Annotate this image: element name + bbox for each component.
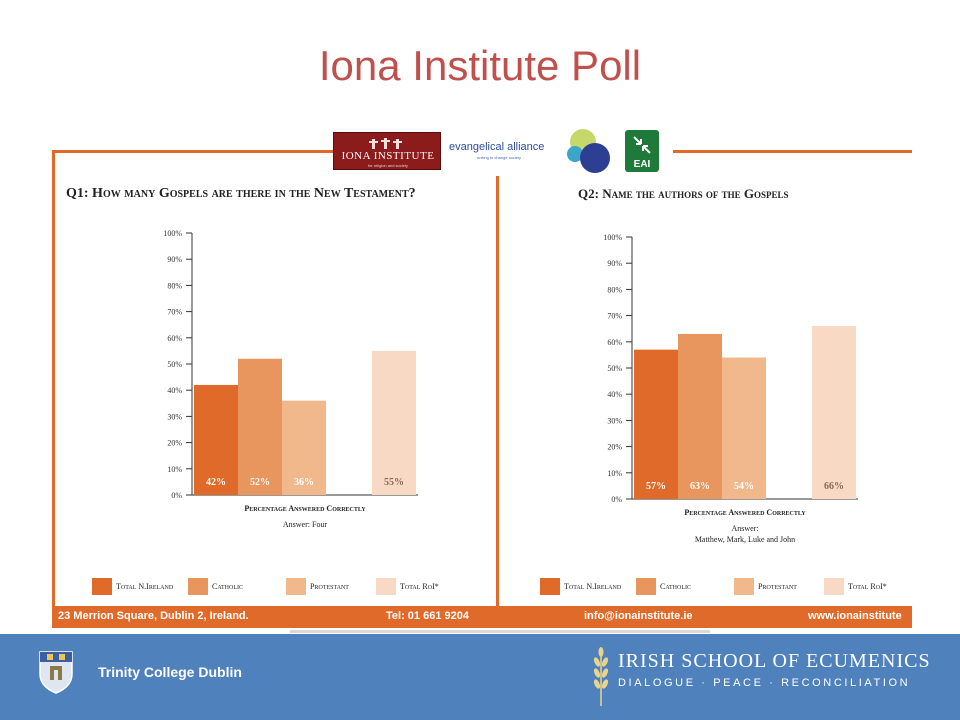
y-tick-label: 40% (167, 386, 182, 395)
legend-label: Catholic (660, 582, 691, 591)
bar-catholic (238, 359, 282, 495)
y-tick-label: 80% (167, 281, 182, 290)
legend-swatch (734, 578, 754, 595)
slide-title: Iona Institute Poll (0, 42, 960, 90)
ise-subtitle: DIALOGUE · PEACE · RECONCILIATION (618, 677, 910, 689)
bar-value-label: 57% (646, 481, 666, 492)
y-tick-label: 50% (167, 360, 182, 369)
bar-catholic (678, 334, 722, 499)
y-tick-label: 10% (607, 469, 622, 478)
wheat-icon (592, 646, 610, 708)
legend-label: Total N.Ireland (564, 582, 621, 591)
slide-footer: Trinity College Dublin IRISH SCHOOL OF E… (0, 634, 960, 720)
answer-note-detail: Matthew, Mark, Luke and John (695, 535, 795, 544)
y-tick-label: 0% (611, 495, 622, 504)
bar-total-n-ireland (634, 350, 678, 499)
eai-arrows-icon (632, 135, 652, 155)
eai-logo: EAI (625, 130, 659, 172)
contact-phone: Tel: 01 661 9204 (386, 610, 469, 622)
legend-label: Protestant (310, 582, 349, 591)
contact-email: info@ionainstitute.ie (584, 610, 693, 622)
poll-divider (496, 150, 499, 606)
y-tick-label: 60% (607, 338, 622, 347)
iona-crosses-icon (366, 137, 406, 149)
iona-logo-subtext: for religion and society (334, 163, 442, 168)
contact-address: 23 Merrion Square, Dublin 2, Ireland. (58, 610, 249, 622)
bar-value-label: 63% (690, 481, 710, 492)
ea-logo-text: evangelical alliance (449, 141, 544, 153)
poll-frame-top-right (672, 150, 912, 153)
legend-swatch (824, 578, 844, 595)
poll-frame-top-left (52, 150, 334, 153)
legend-label: Protestant (758, 582, 797, 591)
bar-total-roi (372, 351, 416, 495)
x-axis-label: Percentage Answered Correctly (684, 508, 806, 517)
evangelical-alliance-logo: evangelical alliance uniting to change s… (449, 128, 619, 174)
y-tick-label: 20% (607, 443, 622, 452)
eai-logo-text: EAI (625, 159, 659, 170)
faded-footnote-strip (290, 630, 710, 633)
poll-image: Q1: How many Gospels are there in the Ne… (52, 150, 912, 628)
sponsor-logos: IONA INSTITUTE for religion and society … (333, 126, 673, 176)
chart-1: 0% 10% 20% 30% 40% 50% 60% 70% 80% 90% 100% 42% 52% 3… (132, 220, 452, 540)
legend-label: Catholic (212, 582, 243, 591)
legend-swatch (636, 578, 656, 595)
legend-swatch (188, 578, 208, 595)
chart-1-legend: Total N.Ireland Catholic Protestant Tota… (92, 578, 492, 596)
trinity-crest-icon (38, 650, 74, 694)
legend-label: Total N.Ireland (116, 582, 173, 591)
y-tick-label: 100% (603, 233, 622, 242)
contact-web: www.ionainstitute (808, 610, 902, 622)
y-tick-label: 100% (163, 229, 182, 238)
y-tick-label: 30% (607, 416, 622, 425)
poll-frame-left (52, 150, 55, 606)
legend-label: Total RoI* (848, 582, 887, 591)
bar-value-label: 42% (206, 477, 226, 488)
chart-2: 0% 10% 20% 30% 40% 50% 60% 70% 80% 90% 100% 57% 63% 5… (572, 224, 902, 544)
y-tick-label: 60% (167, 334, 182, 343)
bar-value-label: 55% (384, 477, 404, 488)
answer-note: Answer: (731, 524, 758, 533)
chart-2-legend: Total N.Ireland Catholic Protestant Tota… (540, 578, 910, 596)
legend-swatch (92, 578, 112, 595)
y-tick-label: 80% (607, 285, 622, 294)
y-tick-label: 0% (171, 491, 182, 500)
bar-value-label: 36% (294, 477, 314, 488)
ea-logo-subtext: uniting to change society (477, 155, 521, 160)
ise-title: IRISH SCHOOL OF ECUMENICS (618, 650, 931, 673)
chart-1-title: Q1: How many Gospels are there in the Ne… (66, 186, 416, 202)
legend-swatch (376, 578, 396, 595)
ea-circles-icon (561, 128, 619, 174)
y-tick-label: 30% (167, 412, 182, 421)
y-tick-label: 90% (167, 255, 182, 264)
y-tick-label: 10% (167, 465, 182, 474)
y-tick-label: 70% (607, 312, 622, 321)
bar-protestant (722, 358, 766, 499)
chart-2-title: Q2: Name the authors of the Gospels (578, 186, 788, 202)
bar-value-label: 66% (824, 481, 844, 492)
y-tick-label: 70% (167, 308, 182, 317)
answer-note: Answer: Four (283, 520, 328, 529)
legend-swatch (540, 578, 560, 595)
trinity-college-label: Trinity College Dublin (98, 664, 242, 680)
y-tick-label: 40% (607, 390, 622, 399)
contact-bar: 23 Merrion Square, Dublin 2, Ireland. Te… (52, 606, 912, 628)
bar-value-label: 54% (734, 481, 754, 492)
x-axis-label: Percentage Answered Correctly (244, 504, 366, 513)
y-tick-label: 50% (607, 364, 622, 373)
bar-total-roi (812, 326, 856, 499)
legend-label: Total RoI* (400, 582, 439, 591)
y-tick-label: 20% (167, 439, 182, 448)
iona-logo-text: IONA INSTITUTE (334, 150, 442, 162)
y-tick-label: 90% (607, 259, 622, 268)
bar-value-label: 52% (250, 477, 270, 488)
legend-swatch (286, 578, 306, 595)
iona-institute-logo: IONA INSTITUTE for religion and society (333, 132, 441, 170)
